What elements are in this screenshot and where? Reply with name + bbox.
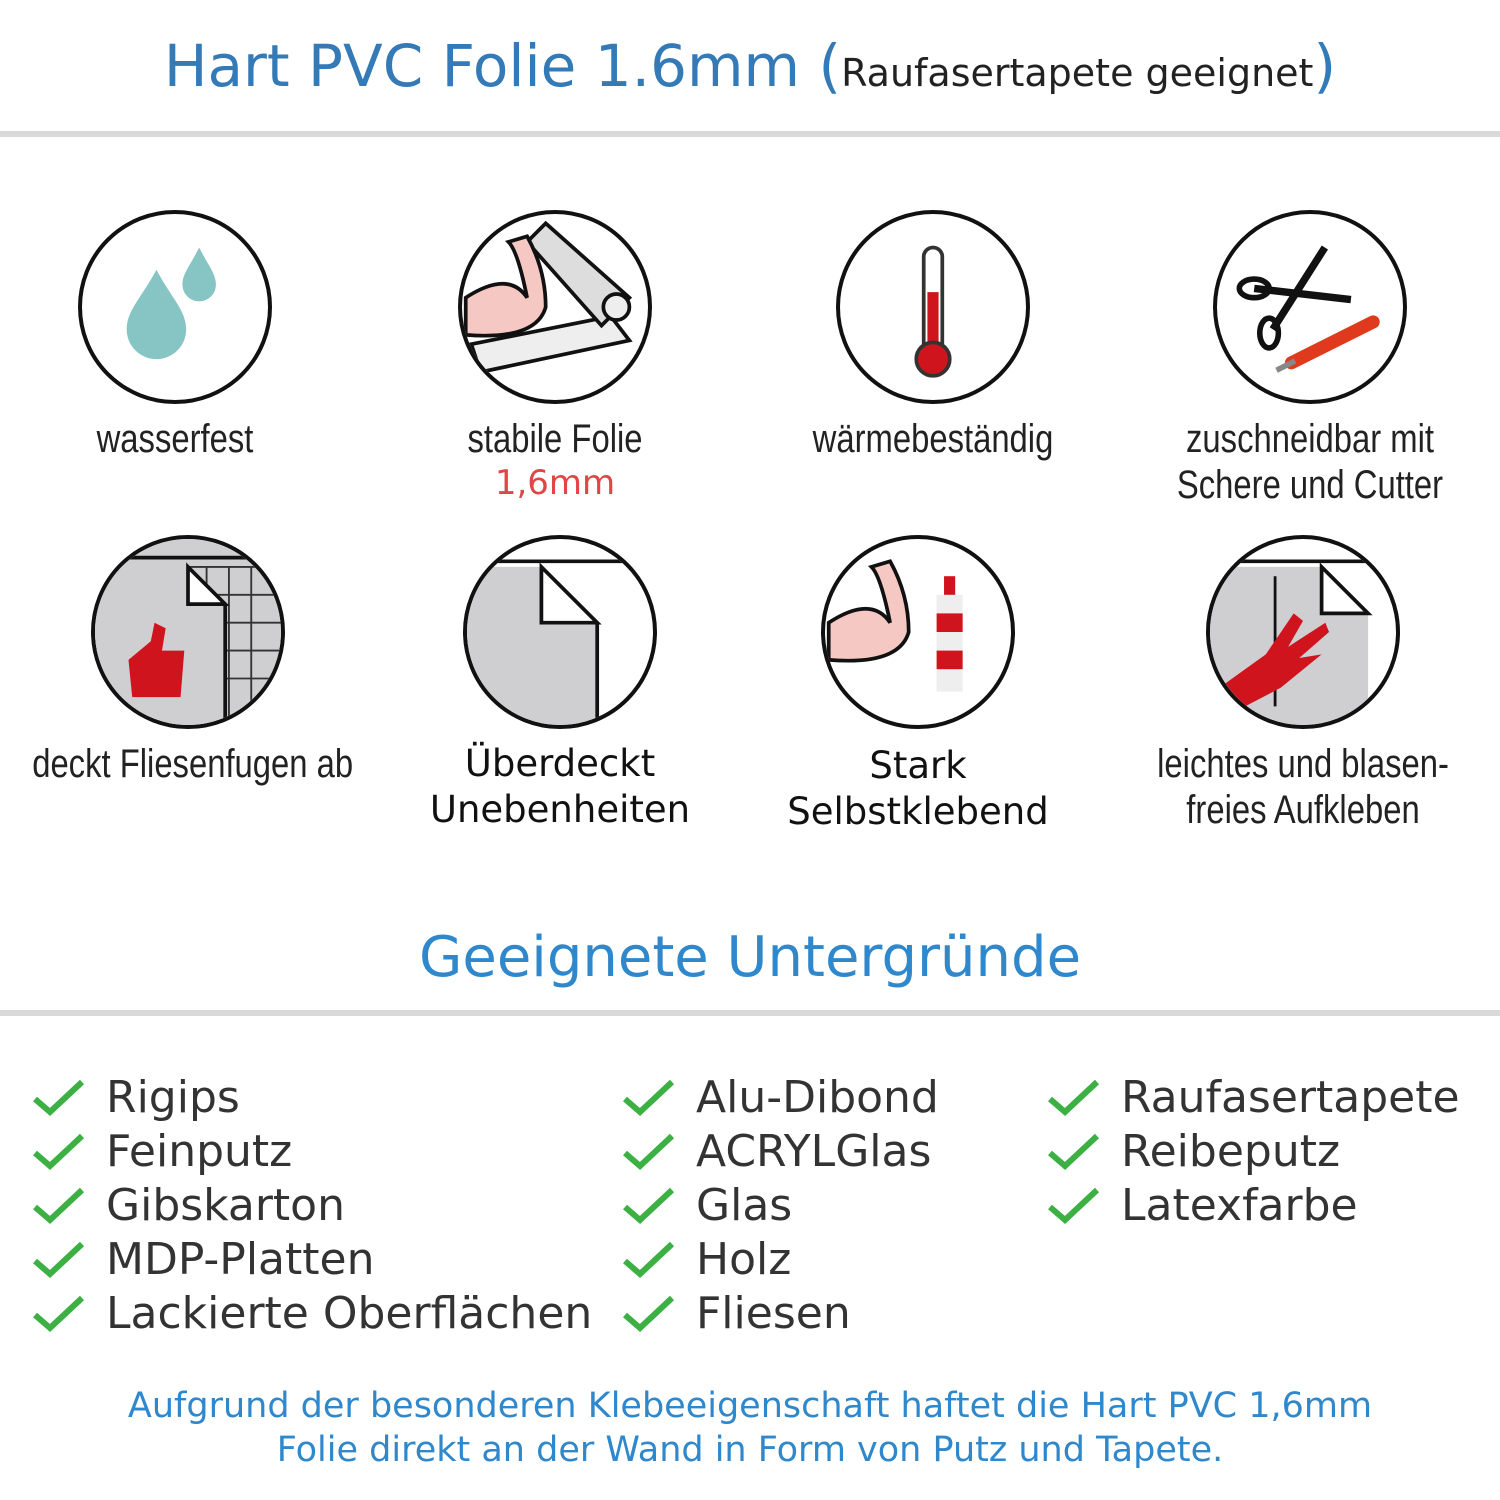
feature-waterproof: wasserfest (0, 210, 365, 462)
surface-label: ACRYLGlas (696, 1125, 932, 1177)
checkmark-icon (623, 1079, 675, 1117)
feature-label: Unebenheiten (429, 788, 691, 831)
surface-label: Holz (696, 1233, 792, 1285)
feature-label: Selbstklebend (787, 790, 1049, 833)
list-item: ACRYLGlas (622, 1124, 939, 1178)
surface-label: Lackierte Oberflächen (106, 1287, 593, 1339)
hand-apply-icon (1206, 535, 1400, 729)
list-item: MDP-Platten (32, 1232, 592, 1286)
checkmark-icon (33, 1295, 85, 1333)
checkmark-icon (33, 1133, 85, 1171)
surface-label: Gibskarton (106, 1179, 345, 1231)
list-item: Feinputz (32, 1124, 592, 1178)
feature-stable-film: stabile Folie 1,6mm (365, 210, 745, 504)
strong-film-icon (458, 210, 652, 404)
list-item: Latexfarbe (1047, 1178, 1460, 1232)
feature-label: Überdeckt (464, 742, 656, 785)
feature-label: stabile Folie (467, 417, 643, 461)
scissors-cutter-icon (1213, 210, 1407, 404)
thermometer-icon (836, 210, 1030, 404)
checkmark-icon (1048, 1079, 1100, 1117)
surfaces-column: Raufasertapete Reibeputz Latexfarbe (1047, 1070, 1460, 1232)
surface-label: Fliesen (696, 1287, 851, 1339)
surface-label: Raufasertapete (1121, 1071, 1460, 1123)
surface-label: Reibeputz (1121, 1125, 1341, 1177)
paren: ) (1313, 32, 1337, 100)
feature-covers-joints: deckt Fliesenfugen ab (0, 535, 378, 787)
feature-label: wärmebeständig (812, 417, 1054, 461)
feature-label: deckt Fliesenfugen ab (32, 742, 354, 786)
film-corner-icon (463, 535, 657, 729)
feature-cuttable: zuschneidbar mit Schere und Cutter (1120, 210, 1500, 508)
title-subtitle: Raufasertapete geeignet (841, 51, 1314, 95)
strong-glue-icon (821, 535, 1015, 729)
surface-label: Alu-Dibond (696, 1071, 939, 1123)
list-item: Rigips (32, 1070, 592, 1124)
checkmark-icon (623, 1241, 675, 1279)
surface-label: Latexfarbe (1121, 1179, 1358, 1231)
checkmark-icon (623, 1295, 675, 1333)
list-item: Alu-Dibond (622, 1070, 939, 1124)
feature-self-adhesive: Stark Selbstklebend (728, 535, 1108, 835)
checkmark-icon (33, 1079, 85, 1117)
surface-label: MDP-Platten (106, 1233, 375, 1285)
checkmark-icon (1048, 1187, 1100, 1225)
feature-easy-application: leichtes und blasen- freies Aufkleben (1113, 535, 1493, 833)
checkmark-icon (33, 1241, 85, 1279)
footer-note: Aufgrund der besonderen Klebeeigenschaft… (0, 1384, 1500, 1472)
thumbs-up-tiles-icon (91, 535, 285, 729)
feature-sublabel: 1,6mm (494, 463, 616, 503)
divider (0, 1010, 1500, 1016)
feature-label: freies Aufkleben (1186, 788, 1420, 832)
feature-label: leichtes und blasen- (1157, 742, 1449, 786)
feature-label: Stark (869, 744, 967, 787)
list-item: Fliesen (622, 1286, 939, 1340)
paren: ( (818, 32, 842, 100)
checkmark-icon (1048, 1133, 1100, 1171)
surfaces-heading: Geeignete Untergründe (418, 925, 1082, 990)
feature-label: wasserfest (96, 417, 254, 461)
list-item: Holz (622, 1232, 939, 1286)
surfaces-column: Rigips Feinputz Gibskarton MDP-Platten Lacki… (32, 1070, 592, 1340)
list-item: Glas (622, 1178, 939, 1232)
feature-label: zuschneidbar mit (1186, 417, 1434, 461)
checkmark-icon (623, 1187, 675, 1225)
feature-heat-resistant: wärmebeständig (743, 210, 1123, 462)
surface-label: Glas (696, 1179, 793, 1231)
footer-line: Aufgrund der besonderen Klebeeigenschaft… (127, 1386, 1373, 1426)
list-item: Reibeputz (1047, 1124, 1460, 1178)
title-main: Hart PVC Folie 1.6mm (163, 32, 801, 100)
surface-label: Rigips (106, 1071, 240, 1123)
checkmark-icon (623, 1133, 675, 1171)
surface-label: Feinputz (106, 1125, 293, 1177)
feature-covers-unevenness: Überdeckt Unebenheiten (370, 535, 750, 833)
checkmark-icon (33, 1187, 85, 1225)
water-drops-icon (78, 210, 272, 404)
divider (0, 131, 1500, 137)
list-item: Lackierte Oberflächen (32, 1286, 592, 1340)
surfaces-column: Alu-Dibond ACRYLGlas Glas Holz Fliesen (622, 1070, 939, 1340)
page-title: Hart PVC Folie 1.6mm (Raufasertapete gee… (0, 32, 1500, 100)
footer-line: Folie direkt an der Wand in Form von Put… (276, 1430, 1224, 1470)
list-item: Raufasertapete (1047, 1070, 1460, 1124)
feature-label: Schere und Cutter (1176, 463, 1444, 507)
list-item: Gibskarton (32, 1178, 592, 1232)
